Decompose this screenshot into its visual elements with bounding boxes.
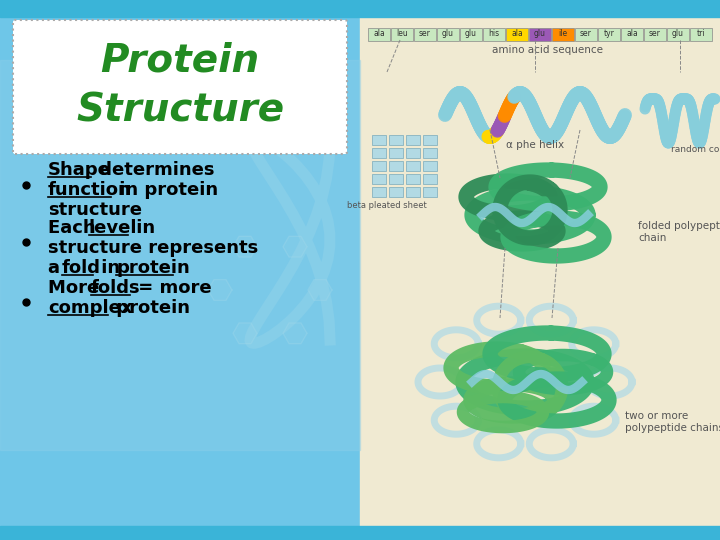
Bar — [598, 28, 620, 40]
Text: ser: ser — [580, 30, 592, 38]
Text: his: his — [488, 30, 500, 38]
Bar — [0, 0, 360, 540]
Bar — [0, 0, 720, 17]
Bar — [372, 174, 386, 184]
Bar — [389, 148, 403, 158]
Bar — [460, 28, 482, 40]
Bar — [506, 28, 528, 40]
Text: in: in — [130, 219, 155, 237]
Bar — [575, 28, 597, 40]
Polygon shape — [233, 323, 257, 343]
Text: protein: protein — [110, 299, 190, 317]
Bar — [389, 161, 403, 171]
Text: two or more
polypeptide chains: two or more polypeptide chains — [625, 411, 720, 433]
Bar — [406, 187, 420, 197]
Text: More: More — [48, 279, 106, 297]
Bar — [0, 60, 360, 450]
Bar — [423, 174, 437, 184]
Text: glu: glu — [442, 30, 454, 38]
Bar — [372, 148, 386, 158]
Text: complex: complex — [48, 299, 132, 317]
Text: in: in — [95, 259, 127, 277]
Text: glu: glu — [672, 30, 684, 38]
Text: ala: ala — [373, 30, 385, 38]
Text: protein: protein — [116, 259, 190, 277]
Text: tyr: tyr — [603, 30, 614, 38]
Bar — [368, 28, 390, 40]
Bar — [423, 148, 437, 158]
Bar — [406, 161, 420, 171]
Text: glu: glu — [534, 30, 546, 38]
Text: determines: determines — [93, 161, 215, 179]
Bar — [389, 135, 403, 145]
Text: beta pleated sheet: beta pleated sheet — [347, 200, 427, 210]
Text: folded polypeptide
chain: folded polypeptide chain — [638, 221, 720, 243]
Bar — [406, 135, 420, 145]
Bar — [483, 28, 505, 40]
Bar — [667, 28, 689, 40]
Text: function: function — [48, 181, 132, 199]
Text: Each: Each — [48, 219, 102, 237]
Text: ala: ala — [511, 30, 523, 38]
Text: folds: folds — [91, 279, 140, 297]
Text: random co: random co — [671, 145, 719, 154]
Polygon shape — [308, 280, 332, 300]
Bar — [0, 526, 720, 540]
Text: structure represents: structure represents — [48, 239, 258, 257]
Text: ala: ala — [626, 30, 638, 38]
Text: tri: tri — [697, 30, 706, 38]
Bar — [423, 187, 437, 197]
Text: a: a — [48, 259, 66, 277]
Bar — [644, 28, 666, 40]
Text: α phe helix: α phe helix — [506, 140, 564, 150]
Bar — [389, 187, 403, 197]
Text: glu: glu — [465, 30, 477, 38]
Text: amino acid sequence: amino acid sequence — [492, 45, 603, 55]
Bar — [529, 28, 551, 40]
Bar — [391, 28, 413, 40]
Text: fold: fold — [62, 259, 101, 277]
Polygon shape — [283, 237, 307, 257]
Bar — [423, 161, 437, 171]
Bar — [360, 0, 720, 540]
Text: ile: ile — [559, 30, 567, 38]
Text: Shape: Shape — [48, 161, 111, 179]
Bar — [621, 28, 643, 40]
Bar — [423, 135, 437, 145]
Polygon shape — [233, 237, 257, 257]
Bar — [372, 187, 386, 197]
Text: Protein: Protein — [100, 41, 260, 79]
Text: = more: = more — [132, 279, 212, 297]
Polygon shape — [208, 280, 232, 300]
Polygon shape — [283, 323, 307, 343]
Text: in protein: in protein — [113, 181, 218, 199]
FancyBboxPatch shape — [13, 20, 347, 154]
Text: structure: structure — [48, 201, 142, 219]
Bar — [406, 148, 420, 158]
Text: ser: ser — [649, 30, 661, 38]
Text: ser: ser — [419, 30, 431, 38]
Bar — [372, 135, 386, 145]
Bar — [552, 28, 574, 40]
Bar — [690, 28, 712, 40]
Bar — [372, 161, 386, 171]
Bar — [437, 28, 459, 40]
Bar — [406, 174, 420, 184]
Bar — [389, 174, 403, 184]
Text: level: level — [89, 219, 138, 237]
Text: Structure: Structure — [76, 91, 284, 129]
Bar — [414, 28, 436, 40]
Text: leu: leu — [396, 30, 408, 38]
